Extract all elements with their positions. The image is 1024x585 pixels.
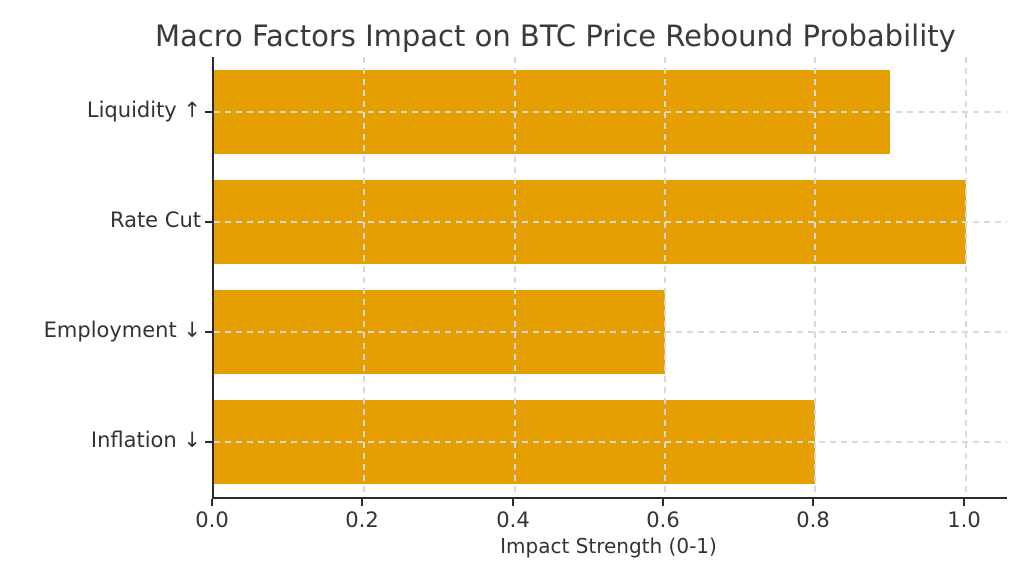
x-gridline-0.6 xyxy=(664,57,666,497)
y-gridline-1 xyxy=(214,221,1007,223)
x-tick-label-0.2: 0.2 xyxy=(345,508,379,532)
y-tick-label-3: Inflation ↓ xyxy=(90,428,201,452)
y-gridline-3 xyxy=(214,441,1007,443)
x-gridline-0.2 xyxy=(363,57,365,497)
y-tick-mark-2 xyxy=(205,331,212,333)
y-tick-label-2: Employment ↓ xyxy=(43,318,201,342)
x-tick-mark-0.6 xyxy=(662,499,664,506)
x-tick-label-0.8: 0.8 xyxy=(796,508,830,532)
x-gridline-0.8 xyxy=(814,57,816,497)
x-tick-label-1.0: 1.0 xyxy=(947,508,981,532)
y-gridline-0 xyxy=(214,111,1007,113)
y-tick-label-0: Liquidity ↑ xyxy=(86,98,201,122)
x-tick-label-0.6: 0.6 xyxy=(646,508,680,532)
y-gridline-2 xyxy=(214,331,1007,333)
chart-title: Macro Factors Impact on BTC Price Reboun… xyxy=(155,19,956,53)
x-tick-mark-0.0 xyxy=(211,499,213,506)
x-tick-mark-0.4 xyxy=(512,499,514,506)
y-tick-mark-0 xyxy=(205,111,212,113)
y-tick-mark-3 xyxy=(205,441,212,443)
x-tick-label-0.0: 0.0 xyxy=(195,508,229,532)
x-tick-mark-0.2 xyxy=(361,499,363,506)
x-tick-mark-0.8 xyxy=(812,499,814,506)
plot-area xyxy=(212,57,1007,499)
x-tick-mark-1.0 xyxy=(963,499,965,506)
x-gridline-0.4 xyxy=(514,57,516,497)
x-tick-label-0.4: 0.4 xyxy=(496,508,530,532)
x-gridline-1.0 xyxy=(965,57,967,497)
y-tick-label-1: Rate Cut xyxy=(109,208,201,232)
y-tick-mark-1 xyxy=(205,221,212,223)
x-axis-label: Impact Strength (0-1) xyxy=(500,534,717,558)
